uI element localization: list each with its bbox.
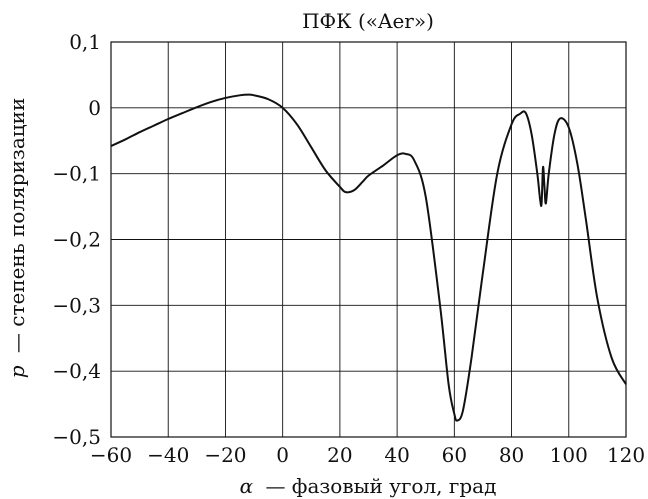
y-axis-title: p — степень поляризации xyxy=(5,98,29,379)
y-axis-label: — степень поляризации xyxy=(5,98,29,353)
x-tick-label: 100 xyxy=(550,443,588,467)
x-tick-label: 60 xyxy=(442,443,467,467)
y-tick-label: −0,4 xyxy=(52,359,101,383)
y-axis: 0,1 0 −0,1 −0,2 −0,3 −0,4 −0,5 xyxy=(52,30,101,449)
x-axis-label: — фазовый угол, град xyxy=(265,474,496,498)
x-tick-label: −20 xyxy=(204,443,246,467)
x-axis: −60 −40 −20 0 20 40 60 80 100 120 xyxy=(90,443,645,467)
series-line xyxy=(110,93,627,422)
x-tick-label: 0 xyxy=(276,443,289,467)
x-tick-label: 20 xyxy=(327,443,352,467)
y-tick-label: 0,1 xyxy=(69,30,101,54)
x-tick-label: 40 xyxy=(384,443,409,467)
grid xyxy=(111,42,626,437)
y-axis-variable: p xyxy=(5,365,29,378)
y-tick-label: −0,1 xyxy=(52,162,101,186)
y-tick-label: −0,3 xyxy=(52,293,101,317)
y-tick-label: 0 xyxy=(88,96,101,120)
x-tick-label: −40 xyxy=(147,443,189,467)
x-axis-variable: α xyxy=(240,474,254,498)
x-axis-title: α — фазовый угол, град xyxy=(240,474,497,498)
plot-frame xyxy=(110,41,627,438)
y-tick-label: −0,5 xyxy=(52,425,101,449)
x-tick-label: −60 xyxy=(90,443,132,467)
x-tick-label: 120 xyxy=(607,443,645,467)
chart-title: ПФК («Aer») xyxy=(302,9,434,33)
x-tick-label: 80 xyxy=(499,443,524,467)
y-tick-label: −0,2 xyxy=(52,228,101,252)
